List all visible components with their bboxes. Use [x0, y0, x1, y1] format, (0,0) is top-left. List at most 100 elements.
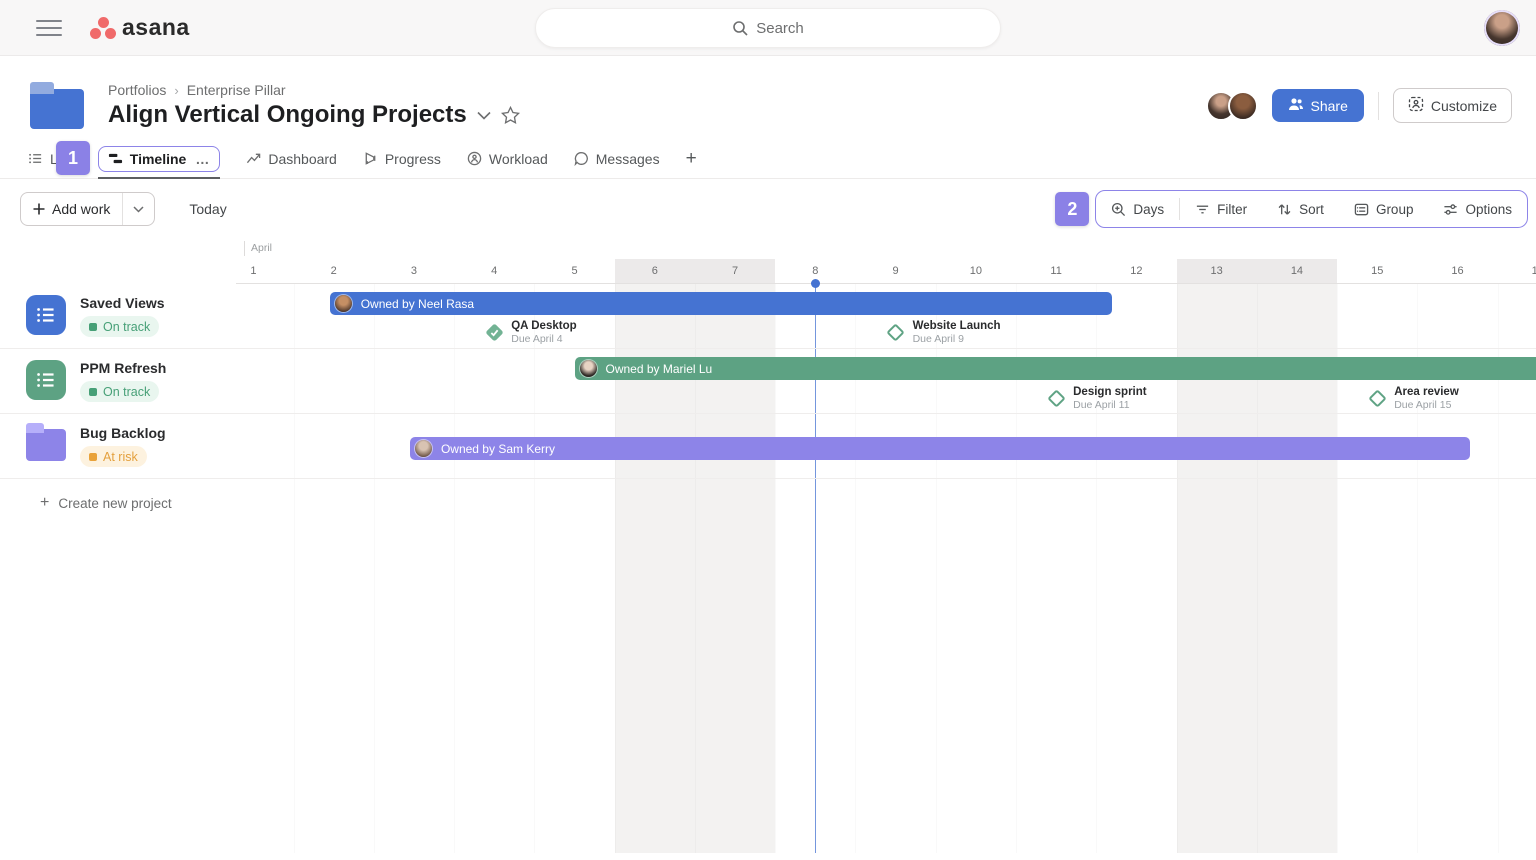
owner-avatar: [414, 440, 432, 457]
timeline-toolbar: Add work Today 2 Days Filter Sort Group Opti…: [0, 179, 1536, 239]
day-gridline: [294, 283, 295, 853]
search-icon: [732, 20, 748, 36]
add-work-dropdown[interactable]: [122, 193, 154, 225]
top-bar: asana Search: [0, 0, 1536, 56]
plus-icon: +: [40, 494, 50, 511]
day-label: 17: [1531, 265, 1536, 277]
status-badge: At risk: [80, 446, 147, 467]
tab-dashboard[interactable]: Dashboard: [246, 151, 337, 167]
header-divider: [1377, 91, 1379, 120]
view-control-label: Options: [1465, 201, 1512, 217]
plus-icon: [33, 203, 45, 215]
tab-timeline[interactable]: Timeline …: [97, 145, 221, 179]
status-dot: [89, 387, 97, 396]
project-bar-saved-views[interactable]: Owned by Neel Rasa: [329, 292, 1113, 315]
options-button[interactable]: Options: [1428, 191, 1527, 227]
user-avatar[interactable]: [1484, 10, 1520, 46]
day-label: 1: [250, 265, 257, 277]
milestone-name: QA Desktop: [511, 320, 577, 332]
member-avatars[interactable]: [1205, 90, 1258, 121]
view-control-label: Filter: [1217, 201, 1248, 217]
search-input[interactable]: Search: [535, 8, 1001, 48]
milestone-diamond-icon[interactable]: [886, 322, 905, 342]
filter-icon: [1195, 202, 1210, 217]
add-tab-button[interactable]: +: [685, 147, 697, 169]
sort-button[interactable]: Sort: [1262, 191, 1339, 227]
title-chevron-down-icon[interactable]: [477, 111, 491, 120]
view-controls-group: Days Filter Sort Group Options: [1095, 190, 1528, 228]
share-button[interactable]: Share: [1271, 89, 1364, 122]
asana-logo[interactable]: asana: [90, 14, 190, 41]
tab-label: Dashboard: [268, 150, 337, 167]
day-label: 3: [410, 265, 418, 277]
share-label: Share: [1310, 97, 1348, 114]
favorite-star-icon[interactable]: [500, 105, 520, 125]
status-dot: [89, 452, 97, 461]
customize-button[interactable]: Customize: [1392, 88, 1512, 123]
project-bar-bug-backlog[interactable]: Owned by Sam Kerry: [409, 437, 1471, 460]
project-folder-icon: [26, 423, 66, 461]
tab-progress[interactable]: Progress: [363, 151, 441, 167]
today-button[interactable]: Today: [189, 201, 227, 217]
portfolio-row-ppm-refresh[interactable]: PPM Refresh On track: [0, 348, 236, 413]
breadcrumb-chevron-icon: ›: [174, 82, 179, 98]
tab-label: Timeline: [129, 150, 187, 167]
day-label: 2: [330, 265, 337, 277]
add-work-main[interactable]: Add work: [21, 193, 122, 225]
status-label: At risk: [103, 449, 138, 464]
member-avatar-2[interactable]: [1227, 90, 1258, 121]
timeline-tab-icon: [108, 151, 123, 166]
view-control-label: Days: [1133, 201, 1165, 217]
filter-button[interactable]: Filter: [1180, 191, 1262, 227]
group-button[interactable]: Group: [1339, 191, 1429, 227]
tab-label: Workload: [488, 150, 548, 167]
month-label: April: [251, 242, 273, 254]
milestone-due-date: Due April 4: [511, 333, 563, 345]
portfolio-header: Portfolios › Enterprise Pillar Align Ver…: [0, 56, 1536, 139]
tab-more-options-icon[interactable]: …: [195, 150, 211, 167]
tab-workload[interactable]: Workload: [467, 151, 548, 167]
milestone-due-date: Due April 15: [1394, 399, 1452, 411]
days-button[interactable]: Days: [1096, 191, 1179, 227]
day-label: 5: [571, 265, 578, 277]
hamburger-menu-icon[interactable]: [36, 19, 62, 36]
weekend-header-shading: [1176, 259, 1257, 283]
timeline-header-divider: [0, 283, 1536, 284]
day-label: 10: [969, 265, 982, 277]
portfolio-row-bug-backlog[interactable]: Bug Backlog At risk: [0, 413, 236, 478]
project-bar-ppm-refresh[interactable]: Owned by Mariel Lu: [574, 357, 1536, 380]
row-divider: [0, 413, 1536, 414]
options-icon: [1443, 202, 1458, 217]
milestone-complete-icon[interactable]: [485, 322, 504, 342]
project-name: Bug Backlog: [80, 425, 166, 441]
day-gridline: [534, 283, 535, 853]
status-badge: On track: [80, 381, 160, 402]
breadcrumb-portfolios[interactable]: Portfolios: [108, 82, 167, 98]
row-divider: [0, 478, 1536, 479]
today-line: [814, 283, 817, 853]
breadcrumb-enterprise-pillar[interactable]: Enterprise Pillar: [186, 82, 286, 98]
chevron-down-icon: [133, 205, 144, 213]
check-icon: [490, 328, 499, 337]
share-people-icon: [1288, 97, 1304, 114]
tab-messages[interactable]: Messages: [574, 151, 660, 167]
portfolio-row-saved-views[interactable]: Saved Views On track: [0, 283, 236, 348]
day-label: 11: [1050, 265, 1062, 277]
weekend-header-shading: [614, 259, 695, 283]
tab-label: Progress: [384, 150, 441, 167]
create-new-project-button[interactable]: + Create new project: [40, 494, 172, 512]
add-work-label: Add work: [52, 201, 111, 217]
workload-tab-icon: [467, 151, 482, 166]
page-title: Align Vertical Ongoing Projects: [108, 101, 467, 128]
status-label: On track: [103, 319, 151, 334]
milestone-diamond-icon[interactable]: [1368, 388, 1387, 408]
customize-label: Customize: [1430, 97, 1497, 114]
milestone-due-date: Due April 11: [1073, 399, 1130, 411]
day-label: 14: [1290, 265, 1304, 277]
project-name: PPM Refresh: [80, 360, 167, 376]
milestone-name: Website Launch: [912, 320, 1001, 332]
milestone-diamond-icon[interactable]: [1046, 388, 1066, 408]
day-label: 13: [1210, 265, 1223, 277]
breadcrumb: Portfolios › Enterprise Pillar: [108, 82, 520, 98]
day-label: 12: [1130, 265, 1143, 277]
